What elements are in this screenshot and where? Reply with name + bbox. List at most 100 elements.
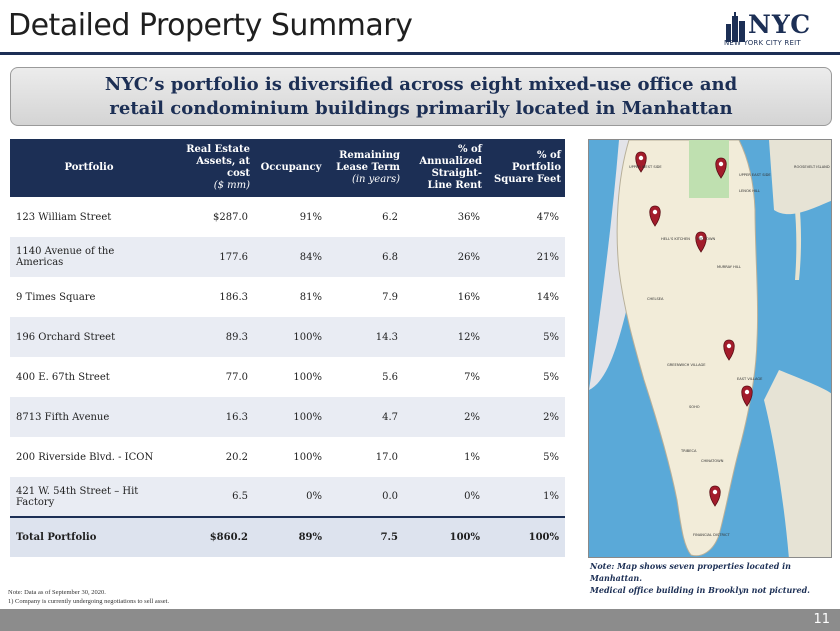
cell-occupancy: 100% [254, 357, 328, 397]
cell-lease-term: 14.3 [328, 317, 404, 357]
cell-rent: 12% [404, 317, 486, 357]
page-number: 11 [813, 612, 830, 627]
cell-lease-term: 7.9 [328, 277, 404, 317]
cell-property-name: 8713 Fifth Avenue [10, 397, 168, 437]
total-assets: $860.2 [168, 516, 254, 557]
cell-property-name: 1140 Avenue of the Americas [10, 237, 168, 277]
cell-square-feet: 47% [486, 197, 565, 237]
map-label: MURRAY HILL [717, 265, 741, 269]
map-note: Note: Map shows seven properties located… [590, 561, 810, 595]
cell-assets: 186.3 [168, 277, 254, 317]
manhattan-island [616, 140, 759, 557]
cell-occupancy: 0% [254, 477, 328, 517]
cell-rent: 16% [404, 277, 486, 317]
cell-lease-term: 4.7 [328, 397, 404, 437]
total-term: 7.5 [328, 516, 404, 557]
property-pin-icon [649, 205, 661, 227]
neighborhood-labels: UPPER WEST SIDE UPPER EAST SIDE MIDTOWN CHE… [629, 165, 830, 537]
map-label: SOHO [689, 405, 700, 409]
map-label: FINANCIAL DISTRICT [693, 533, 731, 537]
total-name: Total Portfolio [10, 516, 168, 557]
total-sqft: 100% [486, 516, 565, 557]
cell-assets: 77.0 [168, 357, 254, 397]
table-body: 123 William Street $287.0 91% 6.2 36% 47% 1140… [10, 197, 565, 557]
page-title: Detailed Property Summary [8, 8, 413, 43]
cell-property-name: 9 Times Square [10, 277, 168, 317]
map-label: CHELSEA [647, 297, 664, 301]
cell-square-feet: 1% [486, 477, 565, 517]
property-pin-icon [695, 231, 707, 253]
cell-property-name: 123 William Street [10, 197, 168, 237]
cell-property-name: 196 Orchard Street [10, 317, 168, 357]
cell-occupancy: 100% [254, 317, 328, 357]
cell-assets: 177.6 [168, 237, 254, 277]
cell-square-feet: 21% [486, 237, 565, 277]
cell-property-name: 400 E. 67th Street [10, 357, 168, 397]
company-logo: NYC NEW YORK CITY REIT [724, 10, 832, 48]
header-portfolio: Portfolio [10, 139, 168, 197]
title-divider [0, 52, 840, 55]
map-label: UPPER EAST SIDE [739, 173, 771, 177]
logo-wordmark: NYC [748, 10, 812, 39]
table-row: 421 W. 54th Street – Hit Factory 6.5 0% 0.0… [10, 477, 565, 517]
cell-occupancy: 100% [254, 437, 328, 477]
map-label: TRIBECA [680, 449, 697, 453]
map-label: MIDTOWN [697, 237, 716, 241]
cell-square-feet: 2% [486, 397, 565, 437]
map-graphic: UPPER WEST SIDE UPPER EAST SIDE MIDTOWN CHE… [589, 140, 831, 557]
cell-rent: 7% [404, 357, 486, 397]
property-pin-icon [635, 151, 647, 173]
cell-square-feet: 14% [486, 277, 565, 317]
property-pin-icon [723, 339, 735, 361]
table-row: 400 E. 67th Street 77.0 100% 5.6 7% 5% [10, 357, 565, 397]
cell-rent: 26% [404, 237, 486, 277]
map-label: UPPER WEST SIDE [629, 165, 662, 169]
cell-rent: 0% [404, 477, 486, 517]
cell-property-name: 200 Riverside Blvd. - ICON [10, 437, 168, 477]
map-label: ROOSEVELT ISLAND [794, 165, 830, 169]
map-label: HELL'S KITCHEN [661, 237, 690, 241]
table-row: 1140 Avenue of the Americas 177.6 84% 6.8 26… [10, 237, 565, 277]
skyline-icon [726, 12, 745, 42]
cell-occupancy: 81% [254, 277, 328, 317]
hudson-river [589, 140, 619, 390]
footnotes: Note: Data as of September 30, 2020. 1) … [8, 589, 170, 605]
cell-rent: 1% [404, 437, 486, 477]
total-rent: 100% [404, 516, 486, 557]
map-label: GREENWICH VILLAGE [667, 363, 706, 367]
map-label: EAST VILLAGE [737, 377, 763, 381]
cell-occupancy: 100% [254, 397, 328, 437]
total-occupancy: 89% [254, 516, 328, 557]
cell-assets: 89.3 [168, 317, 254, 357]
cell-lease-term: 6.8 [328, 237, 404, 277]
cell-square-feet: 5% [486, 317, 565, 357]
cell-square-feet: 5% [486, 357, 565, 397]
table-row: 200 Riverside Blvd. - ICON 20.2 100% 17.0 1%… [10, 437, 565, 477]
logo-subtitle: NEW YORK CITY REIT [724, 39, 801, 47]
header-rent: % of Annualized Straight-Line Rent [404, 139, 486, 197]
cell-assets: 16.3 [168, 397, 254, 437]
cell-occupancy: 84% [254, 237, 328, 277]
header-assets: Real Estate Assets, at cost ($ mm) [168, 139, 254, 197]
cell-assets: $287.0 [168, 197, 254, 237]
property-pin-icon [715, 157, 727, 179]
table-row: 8713 Fifth Avenue 16.3 100% 4.7 2% 2% [10, 397, 565, 437]
manhattan-map: UPPER WEST SIDE UPPER EAST SIDE MIDTOWN CHE… [588, 139, 832, 558]
cell-assets: 20.2 [168, 437, 254, 477]
map-label: CHINATOWN [701, 459, 724, 463]
cell-lease-term: 17.0 [328, 437, 404, 477]
table-row: 9 Times Square 186.3 81% 7.9 16% 14% [10, 277, 565, 317]
total-row: Total Portfolio $860.2 89% 7.5 100% 100% [10, 516, 565, 557]
header-lease-term: Remaining Lease Term (in years) [328, 139, 404, 197]
cell-lease-term: 5.6 [328, 357, 404, 397]
property-pin-icon [709, 485, 721, 507]
property-table: Portfolio Real Estate Assets, at cost ($ … [10, 139, 565, 557]
table-row: 196 Orchard Street 89.3 100% 14.3 12% 5% [10, 317, 565, 357]
cell-rent: 36% [404, 197, 486, 237]
cell-square-feet: 5% [486, 437, 565, 477]
property-pins [635, 151, 753, 507]
cell-property-name: 421 W. 54th Street – Hit Factory [10, 477, 168, 517]
banner-line-1: NYC’s portfolio is diversified across ei… [104, 74, 738, 95]
property-pin-icon [741, 385, 753, 407]
cell-rent: 2% [404, 397, 486, 437]
